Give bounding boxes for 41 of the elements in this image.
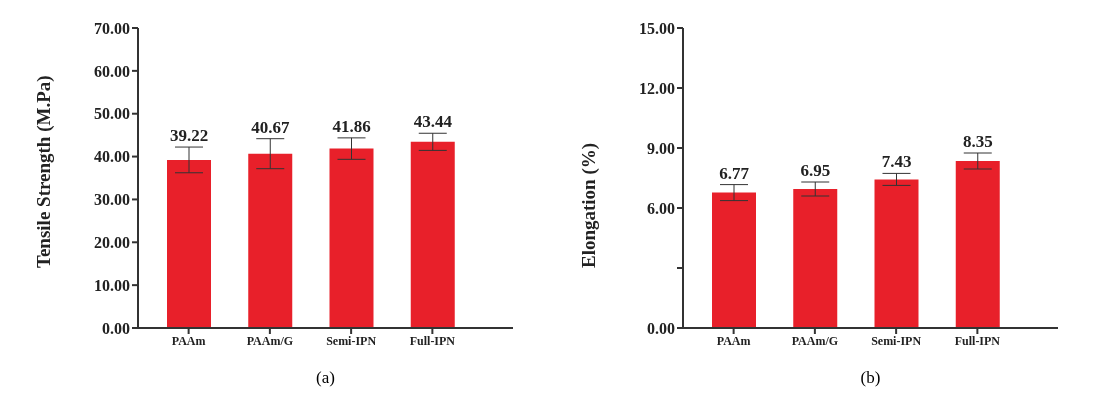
x-tick-label: PAAm/G <box>246 333 294 348</box>
y-tick-label: 6.00 <box>647 199 675 217</box>
bar <box>712 192 756 328</box>
y-tick-label: 12.00 <box>639 79 675 97</box>
bar <box>167 159 211 328</box>
y-tick-label: 40.00 <box>94 148 130 166</box>
text: (b) <box>859 368 882 388</box>
y-axis-title: Tensile Strength (M.Pa) <box>32 75 55 268</box>
data-label: 6.77 <box>719 163 750 183</box>
x-tick-label: Semi-IPN <box>871 333 922 348</box>
x-tick-label: Full-IPN <box>409 333 456 348</box>
bar <box>955 161 1000 328</box>
y-tick-label: 9.00 <box>647 139 675 157</box>
y-tick-label: 10.00 <box>94 276 130 294</box>
x-tick-label: Full-IPN <box>954 333 1001 348</box>
x-tick-label: PAAm <box>171 333 206 348</box>
bar <box>329 148 374 328</box>
y-tick-label: 20.00 <box>94 233 130 251</box>
data-label: 40.67 <box>251 117 290 137</box>
y-tick-label: 0.00 <box>102 319 130 337</box>
bar <box>410 141 455 328</box>
data-label: 39.22 <box>169 126 209 146</box>
bar <box>874 179 919 328</box>
y-tick-label: 70.00 <box>94 19 130 37</box>
x-tick-label: Semi-IPN <box>326 333 377 348</box>
data-label: 8.35 <box>962 132 993 151</box>
y-axis-title: Elongation (%) <box>577 142 600 268</box>
y-tick-label: 0.00 <box>647 319 675 337</box>
y-tick-label: 30.00 <box>94 191 130 209</box>
data-label: 41.86 <box>332 116 371 136</box>
x-tick-label: PAAm <box>716 333 751 348</box>
text: (a) <box>315 368 336 388</box>
y-tick-label: 15.00 <box>639 19 675 37</box>
data-label: 43.44 <box>413 112 453 132</box>
data-label: 7.43 <box>881 152 912 172</box>
bar <box>793 189 838 328</box>
bar <box>248 153 293 328</box>
x-tick-label: PAAm/G <box>791 333 839 348</box>
data-label: 6.95 <box>800 161 831 180</box>
y-tick-label: 60.00 <box>94 62 130 80</box>
y-tick-label: 50.00 <box>94 105 130 123</box>
